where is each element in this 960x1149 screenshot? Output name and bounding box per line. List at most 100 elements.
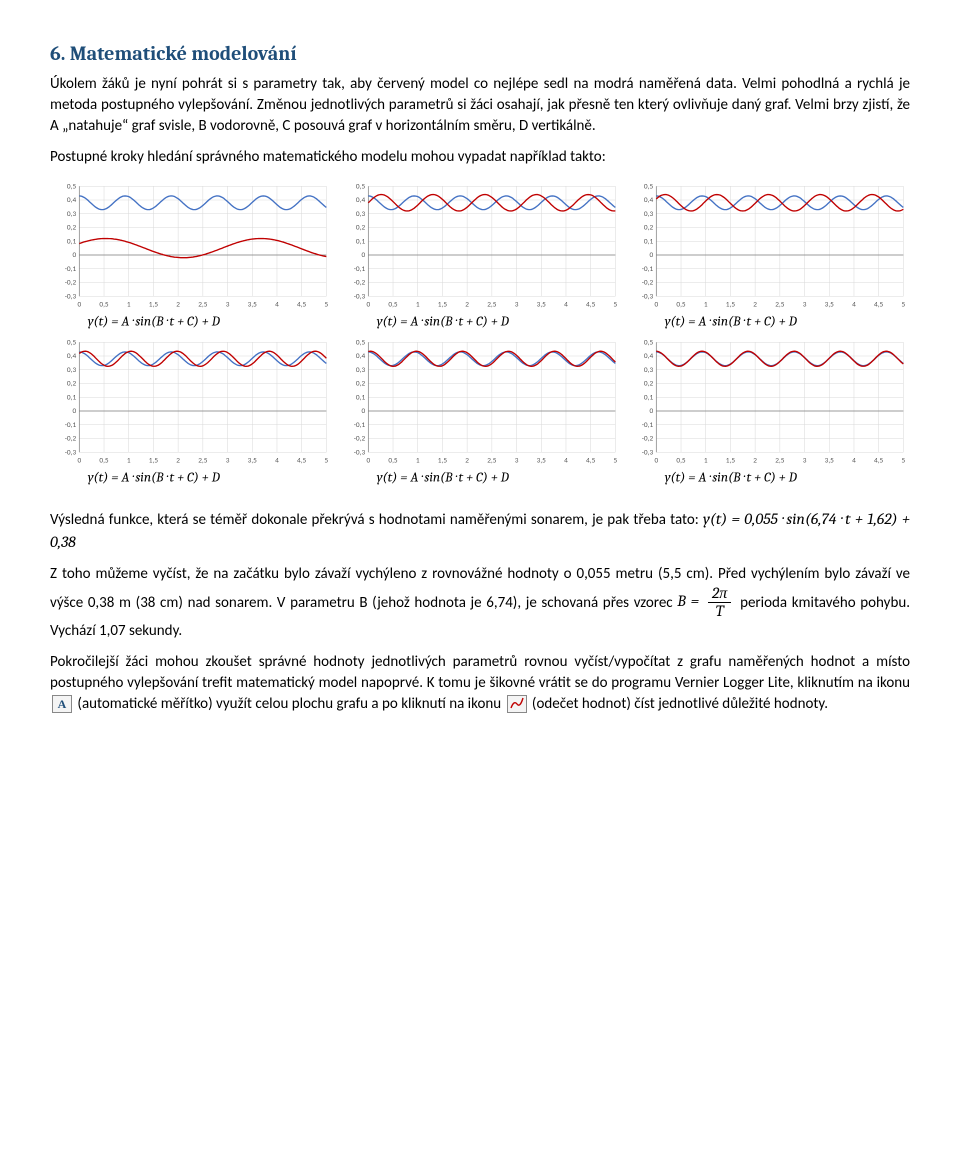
svg-text:-0,3: -0,3 — [353, 291, 365, 300]
paragraph-result: Výsledná funkce, která se téměř dokonale… — [50, 508, 910, 554]
svg-text:1,5: 1,5 — [437, 455, 447, 464]
svg-text:0,5: 0,5 — [644, 337, 654, 346]
svg-text:4,5: 4,5 — [586, 455, 596, 464]
svg-text:-0,3: -0,3 — [65, 291, 77, 300]
svg-text:0,1: 0,1 — [356, 236, 366, 245]
svg-text:0,5: 0,5 — [356, 181, 366, 190]
svg-text:0,4: 0,4 — [67, 195, 77, 204]
svg-text:3: 3 — [226, 455, 230, 464]
svg-text:-0,2: -0,2 — [642, 278, 654, 287]
svg-text:4: 4 — [275, 300, 279, 309]
svg-text:4,5: 4,5 — [586, 300, 596, 309]
svg-text:2,5: 2,5 — [487, 300, 497, 309]
svg-text:0,3: 0,3 — [356, 209, 366, 218]
chart-cell: 00,511,522,533,544,55-0,3-0,2-0,100,10,2… — [627, 180, 910, 332]
mini-chart: 00,511,522,533,544,55-0,3-0,2-0,100,10,2… — [627, 180, 910, 332]
result-text: Výsledná funkce, která se téměř dokonale… — [50, 511, 703, 529]
svg-text:0,2: 0,2 — [644, 378, 654, 387]
paragraph-intro: Úkolem žáků je nyní pohrát si s parametr… — [50, 74, 910, 137]
svg-text:0,5: 0,5 — [677, 455, 687, 464]
svg-text:-0,1: -0,1 — [65, 420, 77, 429]
svg-text:0: 0 — [655, 300, 659, 309]
adv-text-c: (odečet hodnot) číst jednotlivé důležité… — [532, 695, 828, 713]
svg-text:0,5: 0,5 — [99, 455, 109, 464]
svg-text:0,3: 0,3 — [644, 209, 654, 218]
paragraph-interpretation: Z toho můžeme vyčíst, že na začátku bylo… — [50, 564, 910, 642]
svg-text:-0,2: -0,2 — [353, 433, 365, 442]
svg-text:2: 2 — [465, 300, 469, 309]
svg-text:0,2: 0,2 — [356, 378, 366, 387]
svg-text:y(t) = A · sin(B · t + C) + D: y(t) = A · sin(B · t + C) + D — [376, 470, 509, 485]
svg-text:2: 2 — [176, 300, 180, 309]
svg-text:0: 0 — [77, 455, 81, 464]
svg-text:2: 2 — [176, 455, 180, 464]
svg-text:3,5: 3,5 — [248, 455, 258, 464]
svg-text:-0,3: -0,3 — [353, 447, 365, 456]
mini-chart: 00,511,522,533,544,55-0,3-0,2-0,100,10,2… — [627, 336, 910, 488]
svg-text:-0,1: -0,1 — [353, 264, 365, 273]
svg-text:3: 3 — [226, 300, 230, 309]
svg-text:2,5: 2,5 — [776, 300, 786, 309]
autoscale-icon: A — [52, 695, 72, 713]
svg-text:5: 5 — [613, 300, 617, 309]
svg-text:-0,1: -0,1 — [642, 420, 654, 429]
charts-grid: 0 0,5 1 1,5 2 2,5 3 3,5 4 4,5 5 -0,3 -0,2 -0,1 0 0,1 0,2… — [50, 180, 910, 488]
svg-text:y(t) = A · sin(B · t + C) + D: y(t) = A · sin(B · t + C) + D — [88, 470, 221, 485]
svg-text:3: 3 — [803, 455, 807, 464]
mini-chart: 00,511,522,533,544,55-0,3-0,2-0,100,10,2… — [339, 180, 622, 332]
svg-text:4,5: 4,5 — [297, 455, 307, 464]
svg-text:0,3: 0,3 — [644, 365, 654, 374]
svg-text:0,3: 0,3 — [67, 209, 77, 218]
svg-text:-0,2: -0,2 — [353, 278, 365, 287]
svg-text:y(t) = A · sin(B · t + C) + D: y(t) = A · sin(B · t + C) + D — [376, 315, 509, 330]
svg-text:2,5: 2,5 — [198, 300, 208, 309]
svg-text:0,1: 0,1 — [67, 236, 77, 245]
svg-text:-0,3: -0,3 — [65, 447, 77, 456]
svg-text:3: 3 — [514, 455, 518, 464]
svg-text:3,5: 3,5 — [248, 300, 258, 309]
svg-text:1,5: 1,5 — [437, 300, 447, 309]
svg-text:0,5: 0,5 — [677, 300, 687, 309]
svg-text:0,5: 0,5 — [67, 181, 77, 190]
svg-text:4,5: 4,5 — [297, 300, 307, 309]
svg-text:0: 0 — [650, 406, 654, 415]
svg-text:-0,1: -0,1 — [353, 420, 365, 429]
svg-text:0,5: 0,5 — [67, 337, 77, 346]
svg-text:4: 4 — [564, 300, 568, 309]
svg-text:3: 3 — [803, 300, 807, 309]
svg-text:-0,1: -0,1 — [65, 264, 77, 273]
svg-text:0,5: 0,5 — [388, 300, 398, 309]
svg-text:-0,3: -0,3 — [642, 447, 654, 456]
svg-text:4: 4 — [564, 455, 568, 464]
svg-text:0,4: 0,4 — [356, 195, 366, 204]
svg-text:4: 4 — [275, 455, 279, 464]
adv-text-b: (automatické měřítko) využít celou ploch… — [77, 695, 504, 713]
svg-text:-0,3: -0,3 — [642, 291, 654, 300]
svg-text:4: 4 — [852, 300, 856, 309]
svg-text:3,5: 3,5 — [825, 455, 835, 464]
svg-text:0: 0 — [650, 250, 654, 259]
svg-text:1,5: 1,5 — [149, 455, 159, 464]
svg-text:2,5: 2,5 — [776, 455, 786, 464]
svg-text:0,3: 0,3 — [67, 365, 77, 374]
svg-text:0,2: 0,2 — [67, 223, 77, 232]
examine-icon — [507, 695, 527, 713]
svg-text:0: 0 — [366, 455, 370, 464]
svg-text:3,5: 3,5 — [536, 300, 546, 309]
chart-cell: 00,511,522,533,544,55-0,3-0,2-0,100,10,2… — [339, 180, 622, 332]
mini-chart: 00,511,522,533,544,55-0,3-0,2-0,100,10,2… — [50, 336, 333, 488]
svg-text:0,1: 0,1 — [356, 392, 366, 401]
paragraph-advanced: Pokročilejší žáci mohou zkoušet správné … — [50, 652, 910, 715]
svg-text:0,5: 0,5 — [99, 300, 109, 309]
svg-text:-0,1: -0,1 — [642, 264, 654, 273]
svg-text:3,5: 3,5 — [825, 300, 835, 309]
svg-text:0,1: 0,1 — [67, 392, 77, 401]
svg-text:0,1: 0,1 — [644, 236, 654, 245]
svg-text:-0,2: -0,2 — [642, 433, 654, 442]
svg-text:-0,2: -0,2 — [65, 278, 77, 287]
svg-text:0,2: 0,2 — [356, 223, 366, 232]
svg-text:0,1: 0,1 — [644, 392, 654, 401]
svg-text:1: 1 — [704, 455, 708, 464]
mini-chart: 00,511,522,533,544,55-0,3-0,2-0,100,10,2… — [339, 336, 622, 488]
svg-text:3: 3 — [514, 300, 518, 309]
